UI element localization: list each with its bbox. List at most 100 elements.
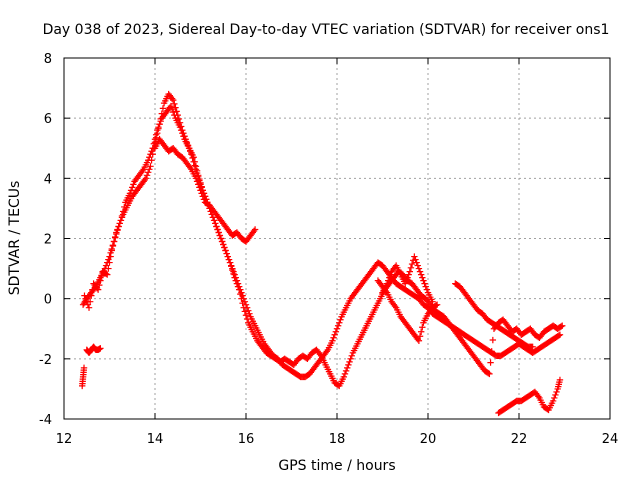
data-point	[106, 259, 113, 266]
data-point	[118, 212, 126, 220]
data-point	[200, 196, 208, 203]
data-point	[246, 310, 253, 317]
data-point	[416, 268, 424, 275]
data-point	[214, 226, 221, 233]
data-point	[551, 394, 558, 402]
data-point	[80, 364, 88, 372]
chart-title: Day 038 of 2023, Sidereal Day-to-day VTE…	[43, 22, 610, 38]
y-tick-label: 8	[44, 52, 52, 67]
data-point	[198, 190, 205, 197]
data-point	[556, 376, 564, 384]
data-point	[107, 253, 114, 260]
data-point	[190, 154, 197, 161]
data-point	[333, 325, 341, 332]
data-point	[121, 203, 128, 211]
data-point	[148, 148, 155, 155]
data-point	[230, 270, 237, 278]
data-point	[215, 229, 222, 236]
data-point	[417, 271, 425, 278]
data-point	[96, 281, 103, 289]
data-point	[329, 337, 336, 344]
data-point	[408, 260, 416, 268]
series-track-1	[79, 90, 564, 381]
data-point	[332, 328, 340, 335]
data-point	[488, 348, 495, 355]
x-tick-label: 16	[238, 432, 255, 447]
data-point	[347, 355, 354, 363]
series-track-8	[379, 253, 436, 305]
data-point	[144, 169, 152, 176]
data-point	[220, 241, 227, 248]
data-point	[416, 333, 424, 340]
data-point	[152, 131, 160, 138]
data-point	[529, 343, 536, 350]
data-point	[334, 322, 342, 329]
data-point	[179, 130, 186, 137]
data-point	[216, 232, 224, 239]
data-point	[232, 277, 239, 284]
data-point	[323, 348, 330, 355]
data-point	[113, 229, 120, 236]
data-point	[412, 256, 419, 263]
data-point	[417, 328, 425, 335]
data-point	[228, 263, 235, 270]
data-point	[192, 175, 200, 182]
data-point	[171, 111, 178, 119]
x-tick-label: 12	[56, 432, 73, 447]
x-tick-label: 22	[511, 432, 528, 447]
data-point	[384, 277, 392, 284]
data-point	[233, 280, 241, 287]
series-track-9	[452, 280, 536, 350]
data-point	[172, 104, 179, 111]
data-point	[535, 393, 542, 400]
data-point	[383, 280, 391, 287]
data-point	[195, 181, 202, 188]
data-point	[403, 277, 410, 284]
data-point	[81, 292, 88, 299]
data-point	[337, 316, 344, 323]
data-point	[237, 290, 244, 298]
data-point	[168, 105, 176, 113]
data-point	[429, 298, 436, 305]
data-point	[187, 164, 194, 172]
data-point	[82, 295, 89, 302]
data-point	[415, 337, 423, 344]
data-point	[423, 286, 431, 293]
data-point	[147, 163, 154, 170]
data-point	[177, 127, 185, 134]
data-point	[85, 304, 93, 311]
data-point	[556, 331, 564, 338]
data-point	[127, 187, 135, 194]
data-point	[251, 226, 259, 233]
data-point	[89, 286, 96, 293]
x-axis-label: GPS time / hours	[278, 458, 395, 474]
data-point	[191, 158, 199, 165]
data-point	[489, 336, 497, 344]
data-point	[422, 283, 429, 290]
data-point	[180, 133, 187, 140]
data-point	[130, 181, 137, 188]
data-point	[108, 247, 115, 254]
data-point	[217, 235, 225, 242]
data-point	[552, 391, 559, 399]
data-point	[344, 364, 351, 372]
data-point	[193, 178, 201, 185]
data-point	[242, 312, 250, 319]
data-point	[413, 259, 420, 266]
data-point	[86, 298, 94, 305]
data-point	[250, 227, 258, 235]
data-point	[157, 117, 164, 125]
data-point	[487, 359, 494, 366]
y-tick-label: 4	[44, 172, 52, 187]
data-point	[411, 253, 418, 260]
data-point	[197, 187, 204, 194]
data-point	[223, 250, 230, 257]
data-point	[218, 238, 226, 245]
data-point	[341, 370, 349, 378]
data-point	[119, 208, 127, 215]
data-point	[173, 108, 180, 115]
data-point	[340, 373, 348, 381]
data-point	[156, 120, 163, 128]
data-point	[115, 223, 122, 230]
